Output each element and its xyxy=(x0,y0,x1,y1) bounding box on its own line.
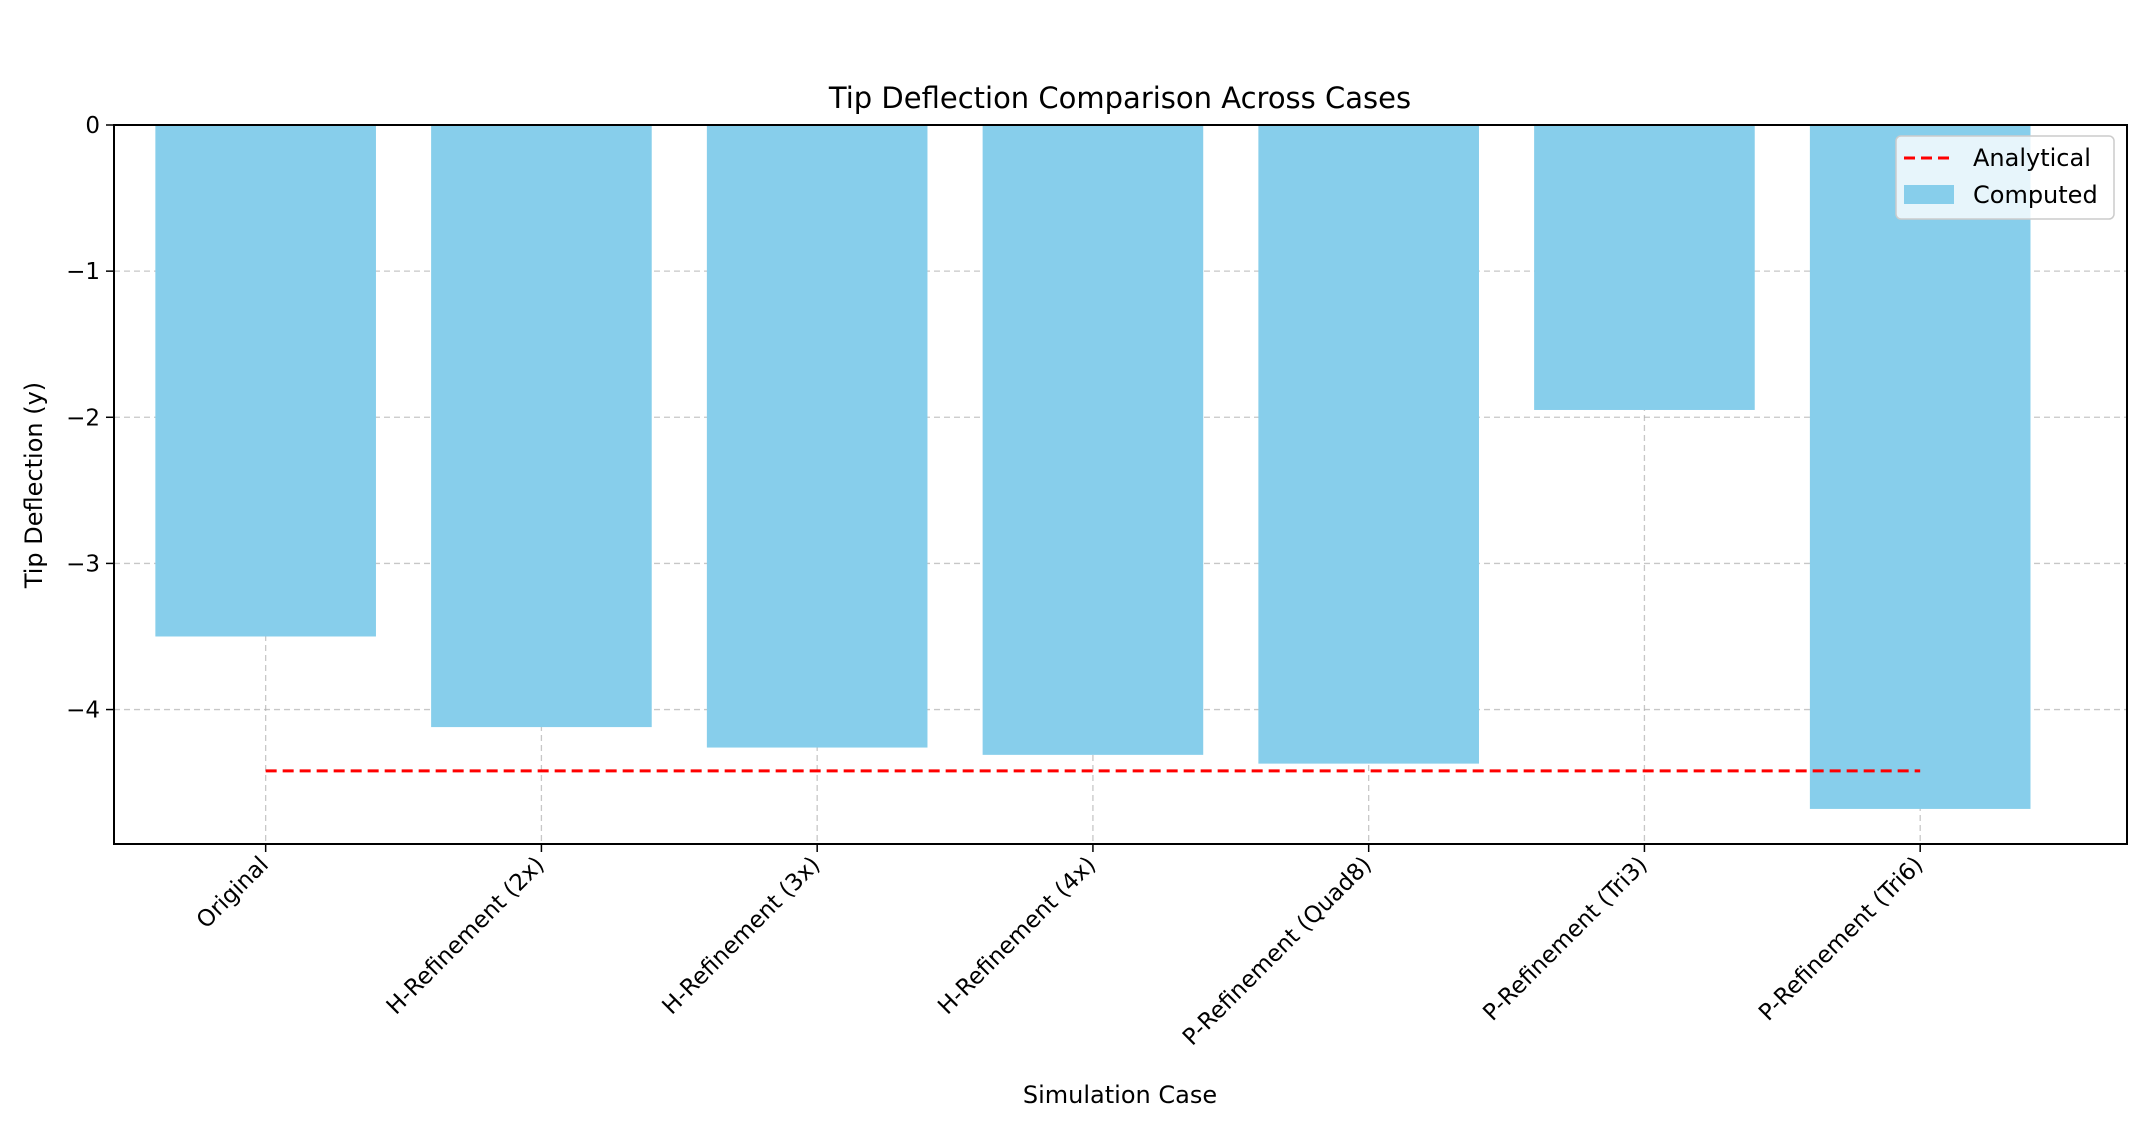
x-axis-label: Simulation Case xyxy=(1023,1081,1217,1109)
x-tick-label: P-Refinement (Quad8) xyxy=(1178,852,1377,1051)
bar xyxy=(982,125,1204,755)
x-tick-label: P-Refinement (Tri3) xyxy=(1478,852,1652,1026)
bar xyxy=(1258,125,1479,764)
y-tick-label: −2 xyxy=(66,405,100,431)
y-axis-label: Tip Deflection (y) xyxy=(20,382,48,589)
bar xyxy=(1534,125,1755,410)
bar xyxy=(431,125,652,728)
bar xyxy=(706,125,928,748)
legend: Analytical Computed xyxy=(1895,135,2115,220)
x-tick-label: P-Refinement (Tri6) xyxy=(1754,852,1928,1026)
x-tick-label: H-Refinement (3x) xyxy=(657,852,825,1020)
chart-title: Tip Deflection Comparison Across Cases xyxy=(828,81,1411,115)
y-tick-label: 0 xyxy=(85,113,100,139)
y-tick-label: −4 xyxy=(66,698,100,724)
bar xyxy=(1809,125,2031,809)
legend-analytical-label: Analytical xyxy=(1973,144,2091,172)
x-tick-label: Original xyxy=(192,852,274,934)
y-tick-label: −1 xyxy=(66,259,100,285)
legend-computed-swatch xyxy=(1904,185,1954,204)
bar xyxy=(155,125,376,637)
y-tick-label: −3 xyxy=(66,551,100,577)
legend-computed-label: Computed xyxy=(1973,181,2098,209)
x-tick-label: H-Refinement (4x) xyxy=(933,852,1101,1020)
plot-frame xyxy=(113,124,2128,845)
bars-layer xyxy=(155,125,2031,809)
x-tick-label: H-Refinement (2x) xyxy=(382,852,550,1020)
